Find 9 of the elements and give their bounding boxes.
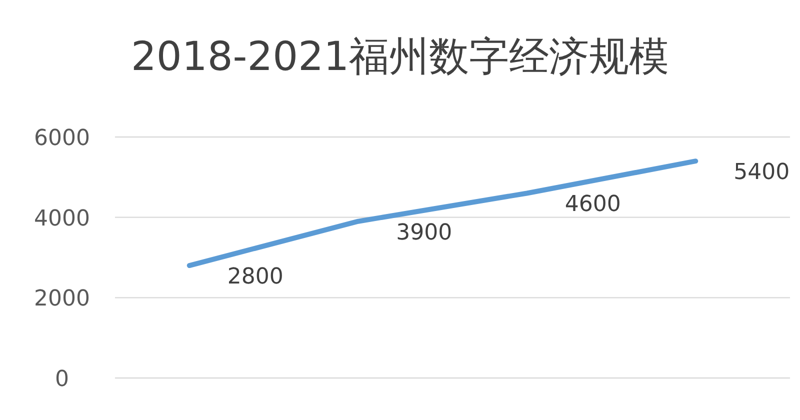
y-tick-label: 4000 [34, 206, 90, 232]
y-tick-label: 0 [55, 367, 69, 392]
y-tick-label: 2000 [34, 286, 90, 312]
y-tick-label: 6000 [34, 126, 90, 151]
data-label: 4600 [564, 192, 621, 218]
data-label: 5400 [734, 160, 790, 186]
data-label: 3900 [396, 220, 452, 246]
chart-title: 2018-2021福州数字经济规模 [130, 34, 670, 80]
data-label: 2800 [227, 264, 284, 290]
